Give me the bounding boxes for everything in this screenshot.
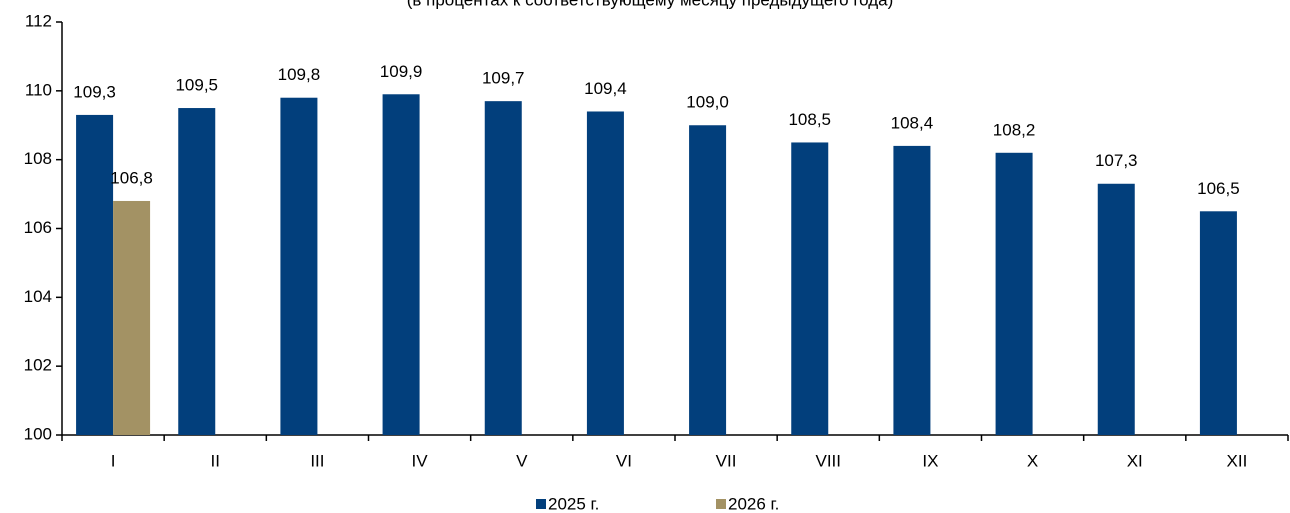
x-tick-label: II xyxy=(211,451,220,470)
x-tick-label: I xyxy=(111,451,116,470)
x-tick-label: XI xyxy=(1127,451,1143,470)
y-tick-label: 102 xyxy=(24,356,52,375)
bar xyxy=(280,97,318,435)
data-label: 109,3 xyxy=(73,82,116,101)
data-label: 107,3 xyxy=(1095,151,1138,170)
x-tick-label: VII xyxy=(716,451,737,470)
bar xyxy=(893,145,931,435)
x-tick-label: IX xyxy=(922,451,938,470)
x-tick-label: III xyxy=(310,451,324,470)
data-label: 109,8 xyxy=(278,65,321,84)
data-label: 109,7 xyxy=(482,69,525,88)
x-tick-label: V xyxy=(516,451,528,470)
data-label: 109,9 xyxy=(380,62,423,81)
bar xyxy=(484,101,522,436)
bar xyxy=(178,108,216,436)
y-tick-label: 104 xyxy=(24,287,52,306)
y-tick-label: 106 xyxy=(24,218,52,237)
x-tick-label: VIII xyxy=(815,451,841,470)
bar xyxy=(113,200,151,435)
data-label: 106,8 xyxy=(110,168,153,187)
x-tick-label: X xyxy=(1027,451,1038,470)
bar xyxy=(382,94,420,436)
x-tick-label: XII xyxy=(1227,451,1248,470)
data-label: 106,5 xyxy=(1197,179,1240,198)
bar xyxy=(791,142,829,436)
y-tick-label: 108 xyxy=(24,149,52,168)
legend-label: 2026 г. xyxy=(728,494,779,513)
data-label: 108,2 xyxy=(993,120,1036,139)
x-tick-label: VI xyxy=(616,451,632,470)
data-label: 108,5 xyxy=(788,110,831,129)
data-label: 108,4 xyxy=(891,113,934,132)
bar xyxy=(1097,183,1135,435)
data-label: 109,5 xyxy=(175,76,218,95)
bar xyxy=(995,152,1033,436)
legend-swatch xyxy=(716,499,726,509)
data-label: 109,0 xyxy=(686,93,729,112)
data-label: 109,4 xyxy=(584,79,627,98)
y-tick-label: 100 xyxy=(24,424,52,443)
y-tick-label: 110 xyxy=(25,80,52,99)
y-tick-label: 112 xyxy=(25,11,52,30)
bar xyxy=(1199,211,1237,435)
chart-subtitle: (в процентах к соответствующему месяцу п… xyxy=(407,0,894,9)
bar xyxy=(76,114,114,436)
bar xyxy=(689,125,727,435)
legend-swatch xyxy=(536,499,546,509)
legend-label: 2025 г. xyxy=(548,494,599,513)
bar xyxy=(586,111,624,435)
x-tick-label: IV xyxy=(412,451,429,470)
